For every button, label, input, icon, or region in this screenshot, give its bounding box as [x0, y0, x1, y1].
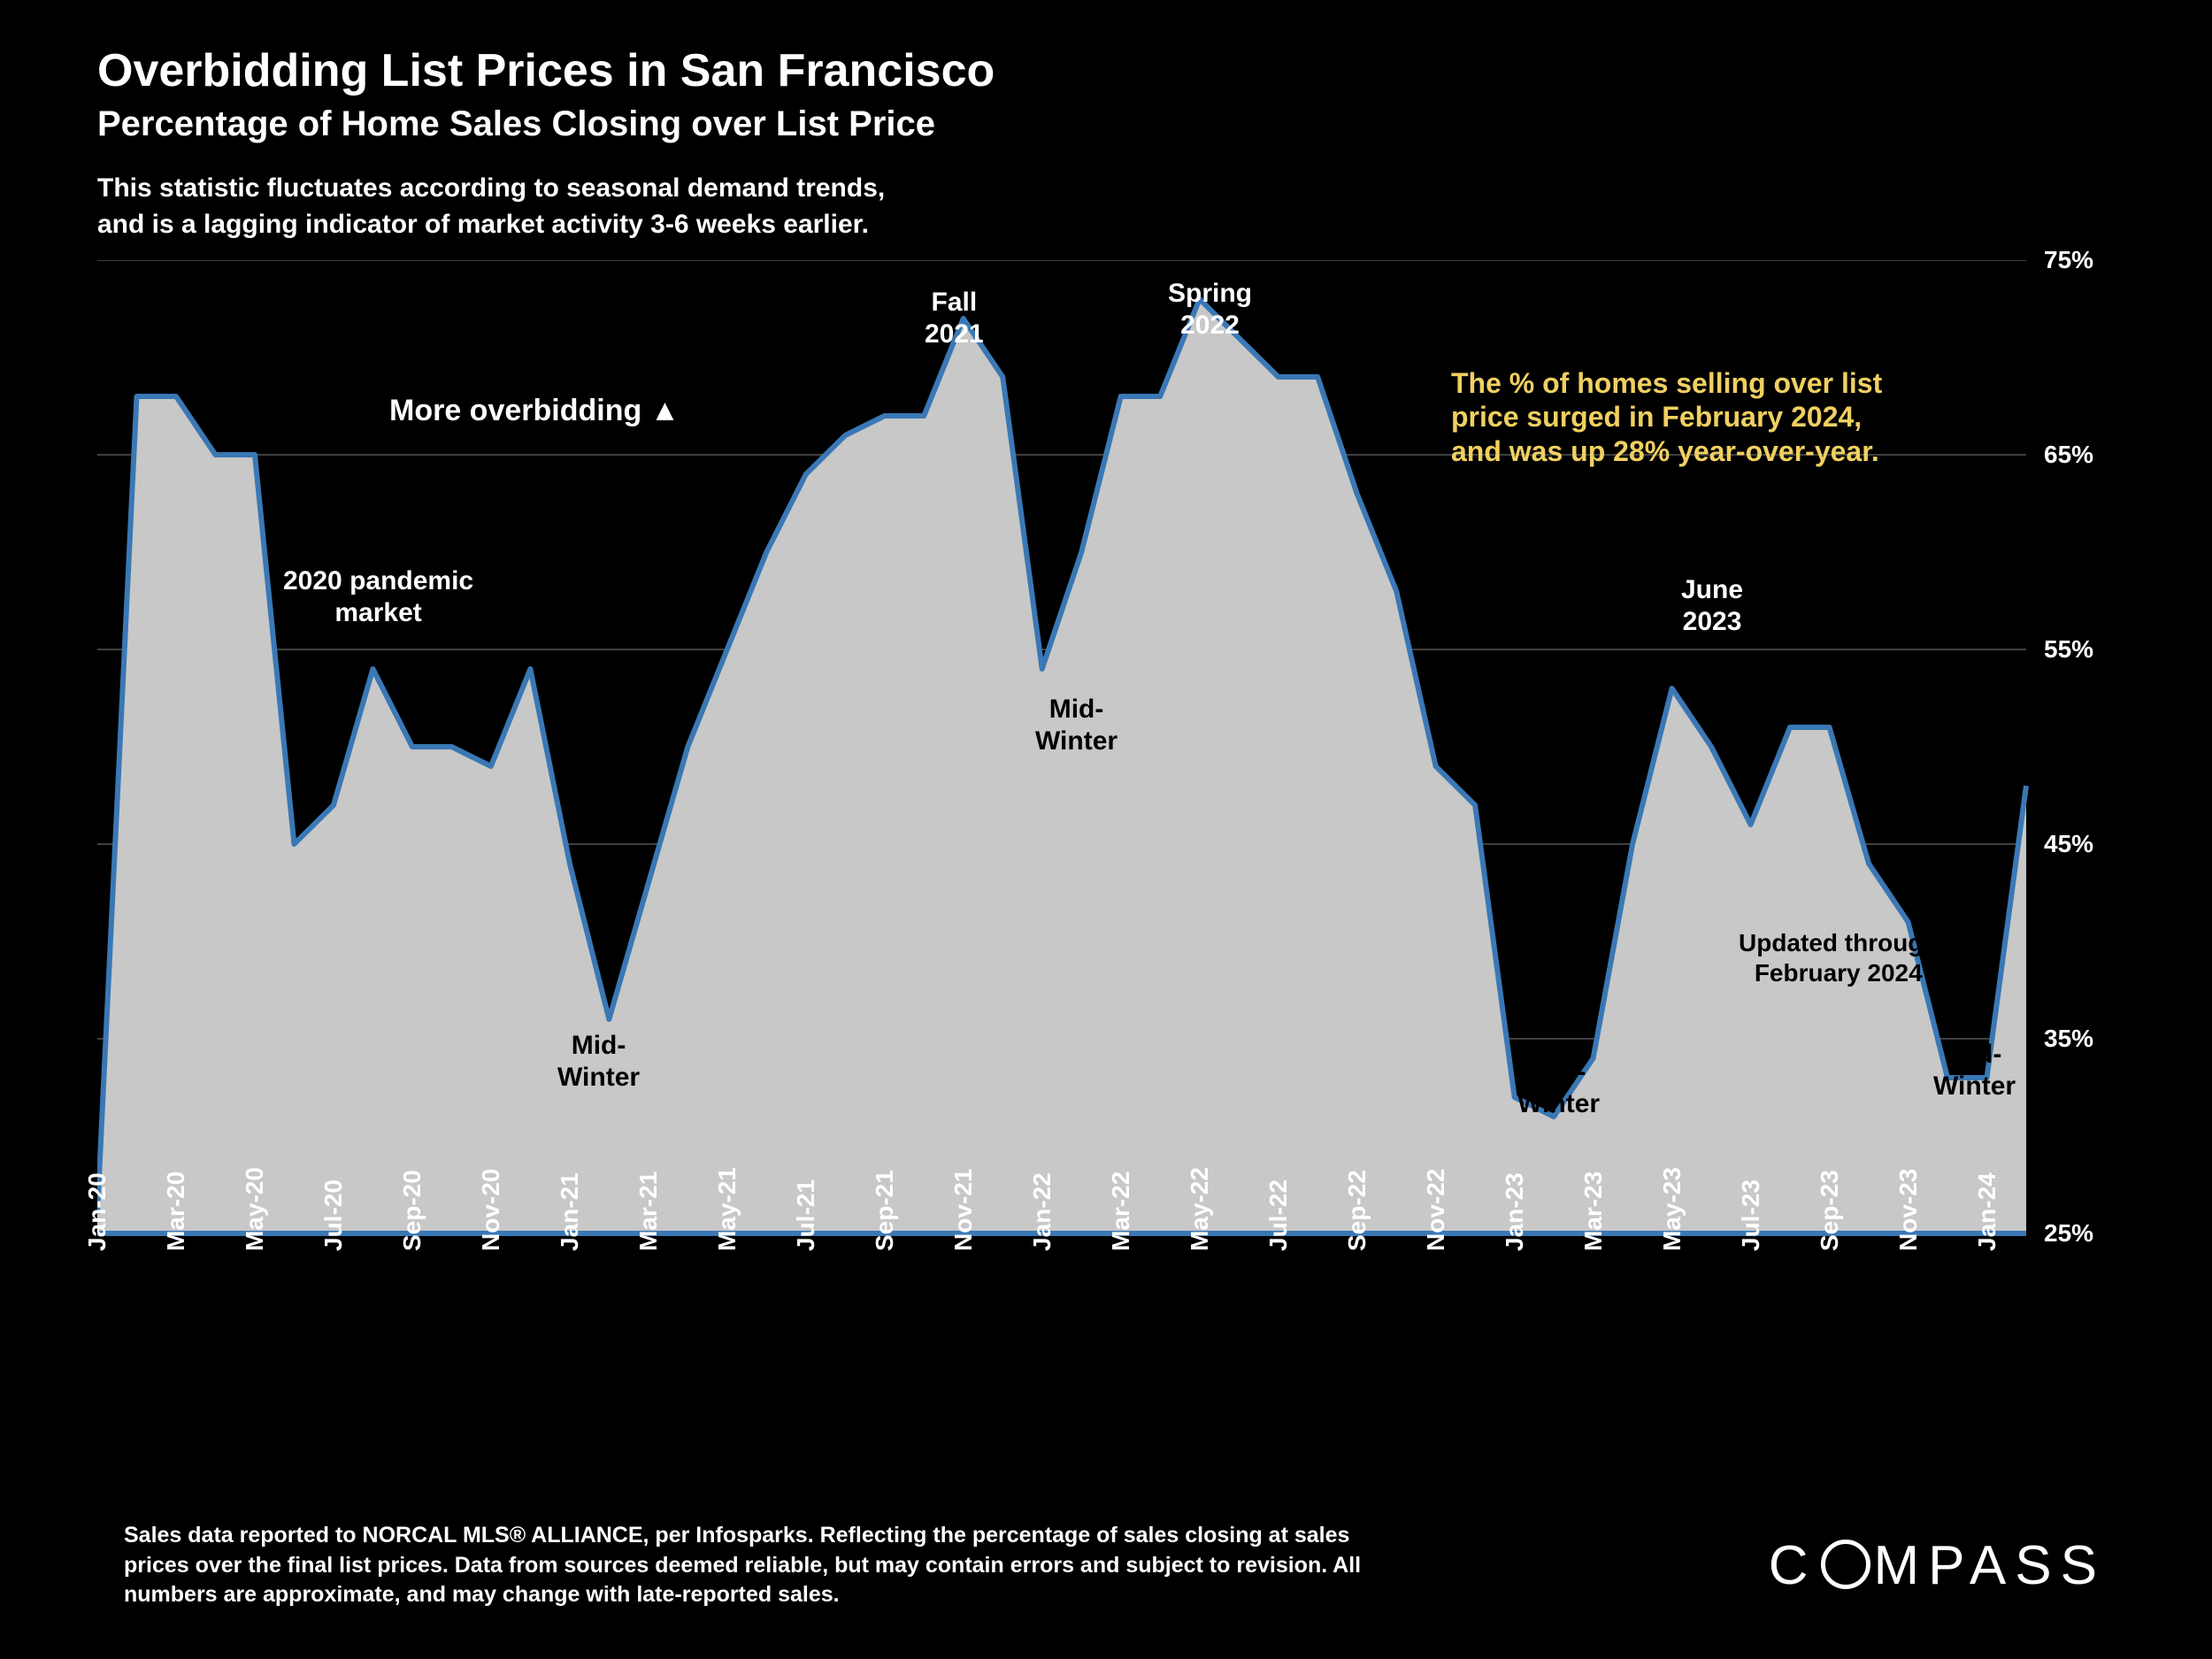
chart-annotation: Updated throughFebruary 2024 — [1739, 928, 1939, 987]
chart-annotation: Spring2022 — [1168, 278, 1252, 342]
x-axis-tick-label: Sep-22 — [1343, 1170, 1371, 1251]
logo-letters: MPASS — [1874, 1534, 2106, 1597]
x-axis-tick-label: Jan-23 — [1501, 1172, 1529, 1251]
chart-annotation: The % of homes selling over listprice su… — [1451, 366, 1882, 468]
x-axis-tick-label: Jan-22 — [1028, 1172, 1056, 1251]
x-axis-tick-label: Nov-22 — [1422, 1169, 1450, 1251]
x-axis-tick-label: Mar-23 — [1579, 1171, 1608, 1251]
x-axis-tick-label: May-21 — [713, 1167, 741, 1251]
chart-subtitle: Percentage of Home Sales Closing over Li… — [97, 104, 2115, 144]
compass-logo: C MPASS — [1769, 1534, 2106, 1597]
x-axis-tick-label: Jan-21 — [556, 1172, 584, 1251]
x-axis-tick-label: Nov-20 — [477, 1169, 505, 1251]
x-axis-tick-label: Mar-21 — [634, 1171, 663, 1251]
chart-annotation: Mid-Winter — [1517, 1056, 1600, 1120]
chart-annotation: More overbidding ▲ — [389, 393, 680, 429]
chart-annotation: June2023 — [1681, 574, 1743, 638]
y-axis-tick-label: 45% — [2044, 830, 2212, 858]
logo-o-icon — [1821, 1540, 1870, 1589]
chart-annotation: Mid-Winter — [1035, 694, 1118, 757]
x-axis-tick-label: Jul-21 — [792, 1179, 820, 1251]
x-axis-tick-label: May-23 — [1658, 1167, 1686, 1251]
x-axis-tick-label: Mar-20 — [162, 1171, 190, 1251]
x-axis-tick-label: May-20 — [241, 1167, 269, 1251]
y-axis-tick-label: 25% — [2044, 1219, 2212, 1248]
logo-letter: C — [1769, 1534, 1817, 1597]
y-axis-tick-label: 55% — [2044, 635, 2212, 664]
chart-title: Overbidding List Prices in San Francisco — [97, 44, 2115, 97]
y-axis-tick-label: 35% — [2044, 1025, 2212, 1053]
x-axis-tick-label: Mar-22 — [1107, 1171, 1135, 1251]
chart-annotation: Mid-Winter — [1933, 1039, 2016, 1102]
x-axis-tick-label: Jul-20 — [319, 1179, 348, 1251]
y-axis-tick-label: 65% — [2044, 441, 2212, 469]
x-axis-tick-label: Nov-23 — [1894, 1169, 1923, 1251]
chart-description: This statistic fluctuates according to s… — [97, 171, 894, 242]
x-axis-tick-label: Sep-21 — [871, 1170, 899, 1251]
chart-annotation: 2020 pandemicmarket — [283, 565, 473, 629]
chart-annotation: Mid-Winter — [557, 1030, 640, 1094]
x-axis-tick-label: Sep-23 — [1816, 1170, 1844, 1251]
x-axis-tick-label: Jan-24 — [1973, 1172, 2001, 1251]
x-axis-tick-label: May-22 — [1186, 1167, 1214, 1251]
x-axis-tick-label: Jan-20 — [83, 1172, 111, 1251]
x-axis-tick-label: Jul-23 — [1737, 1179, 1765, 1251]
x-axis-tick-label: Nov-21 — [949, 1169, 978, 1251]
chart-footnote: Sales data reported to NORCAL MLS® ALLIA… — [124, 1521, 1363, 1610]
x-axis-tick-label: Sep-20 — [398, 1170, 426, 1251]
x-axis-tick-label: Jul-22 — [1264, 1179, 1293, 1251]
y-axis-tick-label: 75% — [2044, 246, 2212, 274]
chart-annotation: Fall2021 — [925, 287, 984, 350]
chart-area: 25%35%45%55%65%75% Jan-20Mar-20May-20Jul… — [97, 260, 2115, 1393]
